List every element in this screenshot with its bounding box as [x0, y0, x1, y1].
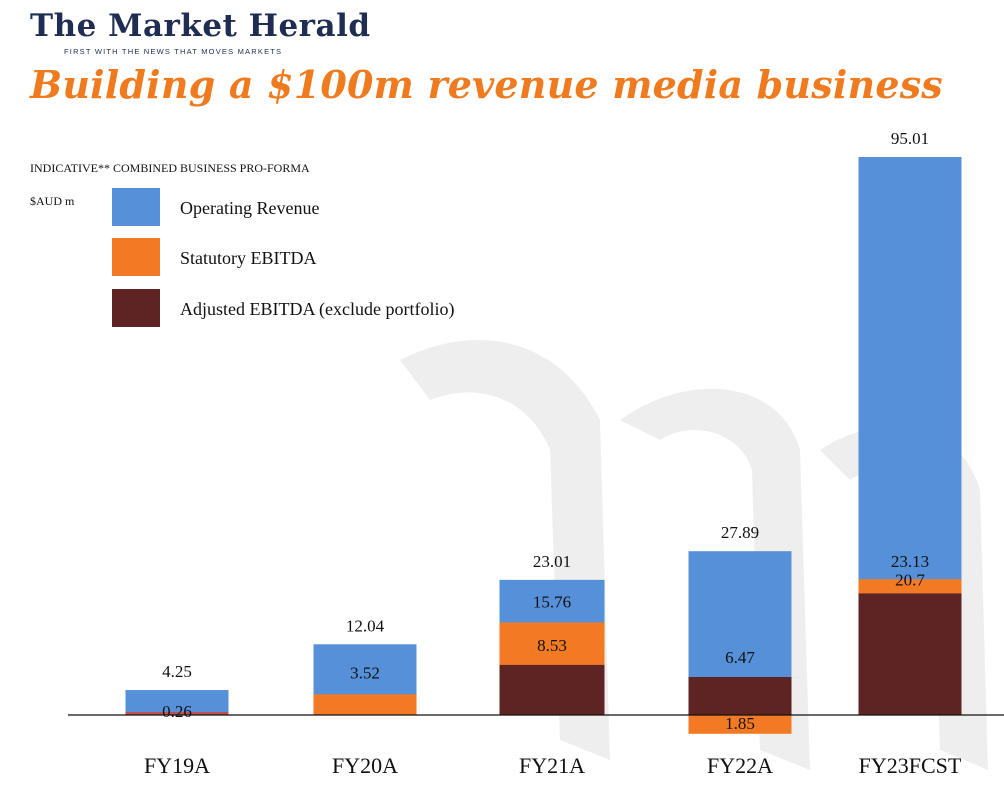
- legend-swatch-operating-revenue: [112, 188, 160, 226]
- x-tick-label: FY20A: [332, 753, 398, 778]
- legend-swatch-statutory-ebitda: [112, 238, 160, 276]
- x-tick-label: FY19A: [144, 753, 210, 778]
- bar-adjusted-ebitda: [688, 677, 792, 715]
- data-label-adjusted-ebitda: 6.47: [725, 648, 755, 667]
- legend-label: Operating Revenue: [180, 198, 320, 218]
- data-label-operating-revenue: 4.25: [162, 662, 192, 681]
- unit-label: $AUD m: [30, 194, 75, 208]
- bar-adjusted-ebitda: [858, 593, 962, 715]
- data-label-statutory-ebitda: 3.52: [350, 663, 380, 682]
- legend-label: Adjusted EBITDA (exclude portfolio): [180, 299, 455, 319]
- data-label-operating-revenue: 23.01: [533, 552, 571, 571]
- data-label-operating-revenue: 95.01: [891, 129, 929, 148]
- bar-operating-revenue: [125, 690, 229, 715]
- data-label-operating-revenue: 27.89: [721, 523, 759, 542]
- logo: The Market Herald: [30, 8, 371, 44]
- bar-statutory-ebitda: [313, 694, 417, 715]
- legend-swatch-adjusted-ebitda: [112, 289, 160, 327]
- legend-label: Statutory EBITDA: [180, 248, 317, 268]
- data-label-adjusted-ebitda: 20.7: [895, 570, 925, 589]
- logo-tagline: FIRST WITH THE NEWS THAT MOVES MARKETS: [64, 47, 283, 56]
- chart-subtitle: INDICATIVE** COMBINED BUSINESS PRO-FORMA: [30, 161, 310, 175]
- bar-statutory-ebitda: [688, 715, 792, 734]
- data-label-adjusted-ebitda: 8.53: [537, 636, 567, 655]
- data-label-operating-revenue: 12.04: [346, 616, 385, 635]
- slide-title: Building a $100m revenue media business: [30, 62, 943, 107]
- x-tick-label: FY22A: [707, 753, 773, 778]
- bar-adjusted-ebitda: [499, 664, 605, 715]
- x-tick-label: FY23FCST: [859, 753, 962, 778]
- data-label-statutory-ebitda: 15.76: [533, 592, 571, 611]
- x-tick-label: FY21A: [519, 753, 585, 778]
- data-label-statutory-ebitda: 1.85: [725, 714, 755, 733]
- data-label-statutory-ebitda: 23.13: [891, 552, 929, 571]
- bar-statutory-ebitda: [125, 712, 229, 715]
- data-label-statutory-ebitda: 0.26: [162, 702, 192, 721]
